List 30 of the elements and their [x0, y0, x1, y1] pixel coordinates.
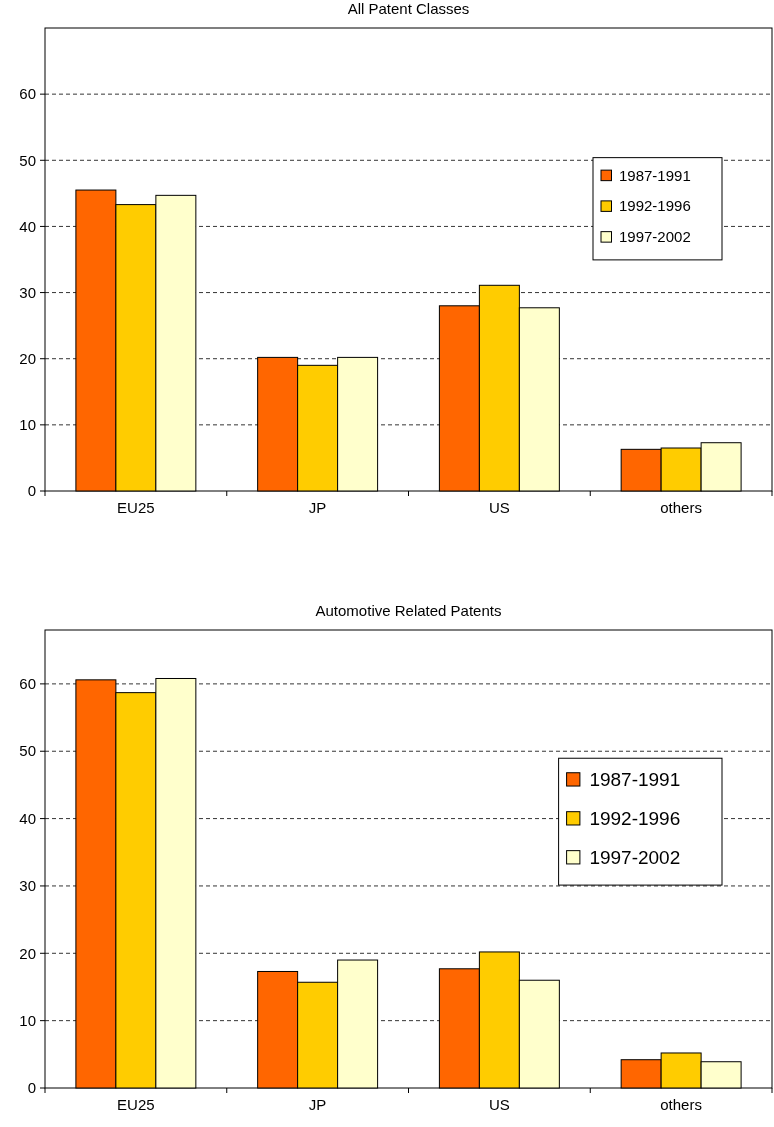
x-tick-label: JP: [308, 499, 327, 516]
chart-title: All Patent Classes: [347, 0, 470, 17]
x-tick-label: US: [488, 499, 510, 516]
legend-label: 1997-2002: [619, 228, 691, 246]
x-tick-label: JP: [308, 1096, 327, 1113]
x-tick-label: US: [488, 1096, 510, 1113]
y-tick-label: 60: [19, 675, 36, 693]
y-tick-label: 50: [19, 742, 36, 760]
y-tick-label: 40: [19, 217, 36, 235]
y-tick-label: 30: [19, 283, 36, 301]
y-tick-label: 0: [27, 1079, 36, 1097]
x-tick-label: others: [660, 1096, 702, 1113]
x-tick-label: EU25: [117, 499, 155, 516]
y-tick-label: 0: [27, 482, 36, 500]
legend-label: 1992-1996: [589, 807, 681, 829]
y-tick-label: 40: [19, 809, 36, 827]
y-tick-label: 10: [19, 1011, 36, 1029]
y-tick-label: 10: [19, 416, 36, 434]
y-tick-label: 60: [19, 85, 36, 103]
y-tick-label: 20: [19, 349, 36, 367]
x-tick-label: others: [660, 499, 702, 516]
y-tick-label: 20: [19, 944, 36, 962]
x-tick-label: EU25: [117, 1096, 155, 1113]
y-tick-label: 50: [19, 151, 36, 169]
legend-label: 1987-1991: [619, 166, 691, 184]
legend-label: 1997-2002: [589, 846, 681, 868]
legend-label: 1987-1991: [589, 769, 681, 791]
chart-title: Automotive Related Patents: [315, 602, 502, 619]
legend-label: 1992-1996: [619, 197, 691, 215]
y-tick-label: 30: [19, 877, 36, 895]
